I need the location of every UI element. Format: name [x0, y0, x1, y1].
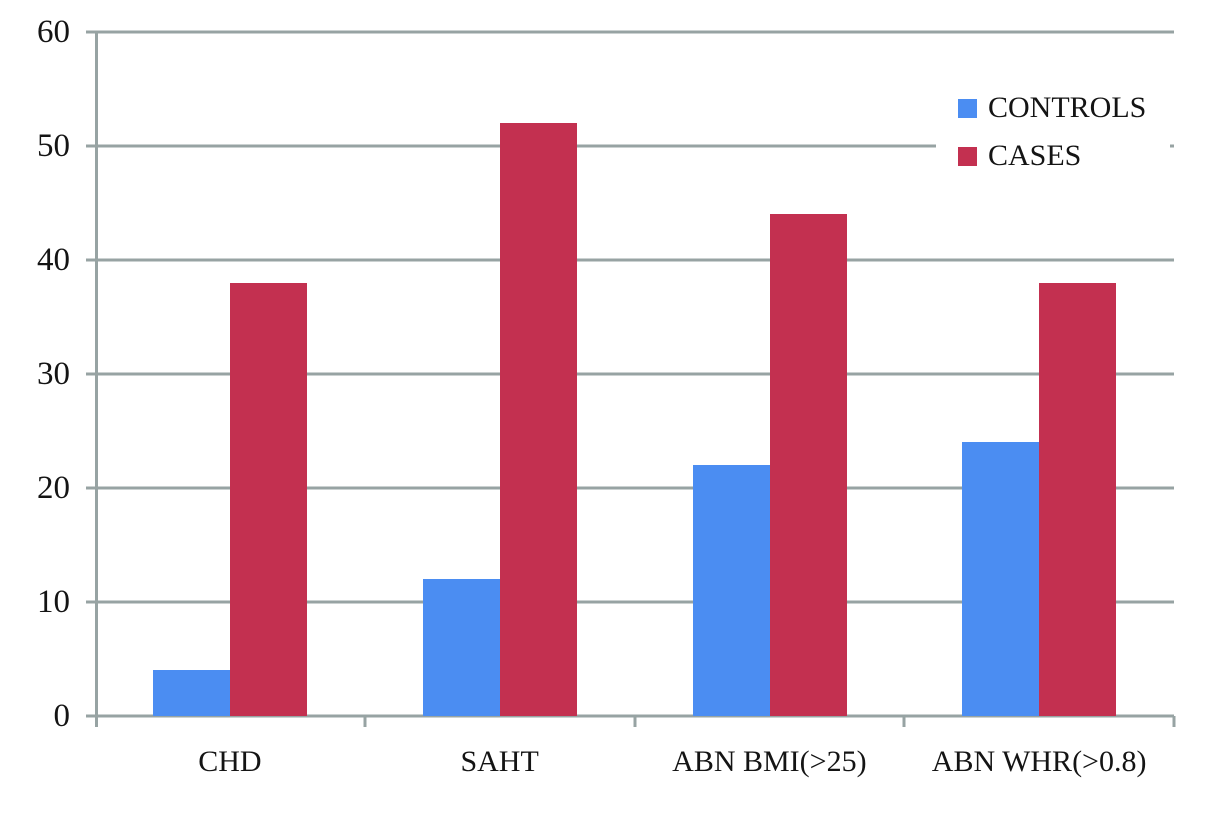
gridline — [86, 372, 1174, 376]
legend-label-cases: CASES — [988, 139, 1082, 172]
x-category-label: ABN BMI(>25) — [672, 745, 867, 778]
gridline — [86, 258, 1174, 262]
gridline — [86, 486, 1174, 490]
legend-swatch-cases — [958, 146, 977, 166]
category-tick — [633, 716, 636, 727]
bar-cases-3 — [1039, 282, 1117, 716]
bar-controls-2 — [692, 465, 770, 716]
y-tick-label: 60 — [37, 14, 70, 50]
bar-cases-1 — [499, 123, 577, 716]
y-tick-label: 40 — [37, 242, 70, 278]
category-tick — [363, 716, 367, 727]
plot-area — [86, 30, 1176, 727]
x-category-label: ABN WHR(>0.8) — [931, 745, 1147, 778]
y-tick-label: 20 — [37, 470, 70, 506]
y-tick-label: 0 — [53, 698, 71, 734]
gridline — [86, 30, 1174, 34]
y-tick-label: 10 — [37, 584, 70, 620]
category-tick — [902, 716, 906, 727]
legend-swatch-controls — [958, 98, 977, 118]
gridline — [86, 144, 1174, 148]
y-tick-label: 50 — [37, 128, 70, 164]
legend: CONTROLS CASES — [936, 84, 1170, 180]
bar-cases-0 — [230, 282, 307, 716]
legend-item-controls: CONTROLS — [936, 93, 1170, 123]
legend-label-controls: CONTROLS — [988, 91, 1147, 124]
bar-controls-0 — [153, 670, 230, 716]
bar-controls-1 — [422, 579, 500, 716]
legend-item-cases: CASES — [936, 141, 1170, 171]
bar-cases-2 — [769, 214, 847, 716]
y-tick-label: 30 — [37, 356, 70, 392]
y-axis-line — [95, 32, 98, 727]
bar-controls-3 — [962, 442, 1040, 716]
gridline — [86, 600, 1174, 604]
x-category-label: CHD — [198, 745, 262, 778]
x-category-label: SAHT — [460, 745, 539, 778]
category-tick — [1172, 716, 1176, 727]
x-axis-baseline — [86, 714, 1174, 718]
